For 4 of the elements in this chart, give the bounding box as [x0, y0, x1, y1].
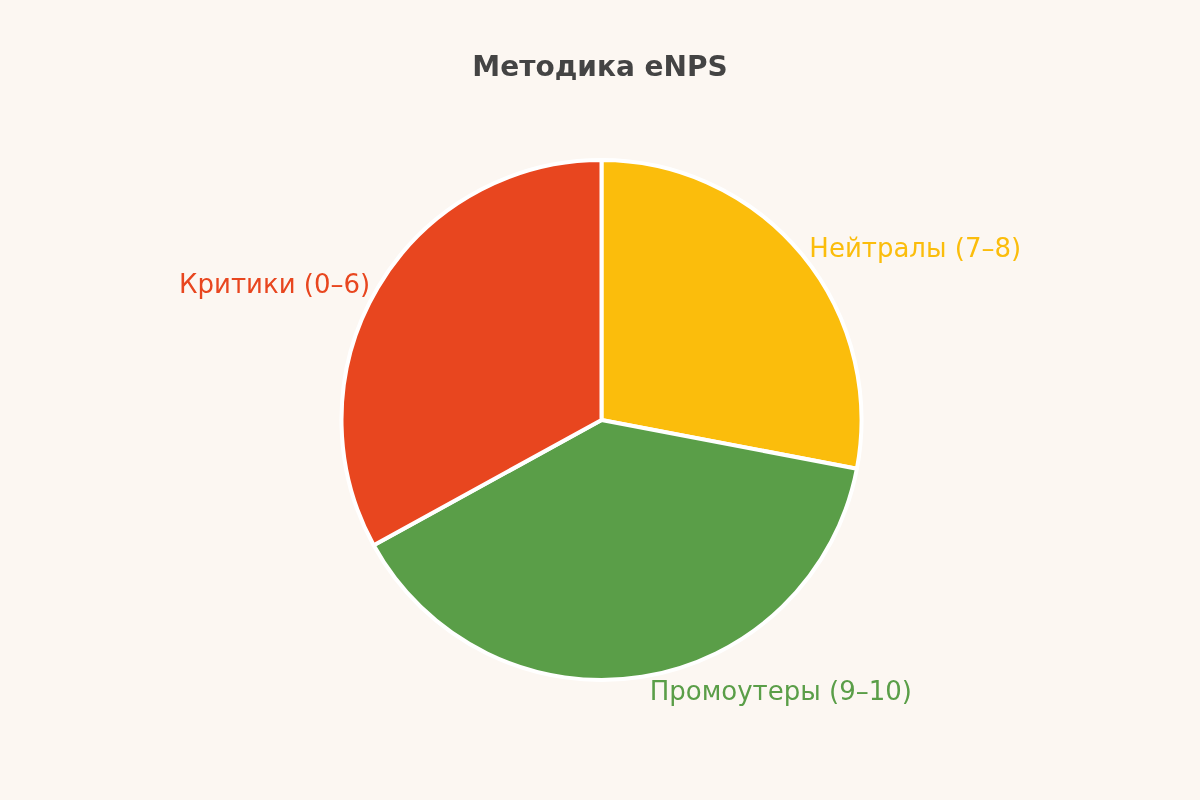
slice-label: Промоутеры (9–10) — [649, 676, 912, 707]
slice-label: Нейтралы (7–8) — [809, 233, 1022, 264]
slice-label: Критики (0–6) — [179, 268, 371, 299]
chart-title: Методика eNPS — [472, 49, 728, 83]
